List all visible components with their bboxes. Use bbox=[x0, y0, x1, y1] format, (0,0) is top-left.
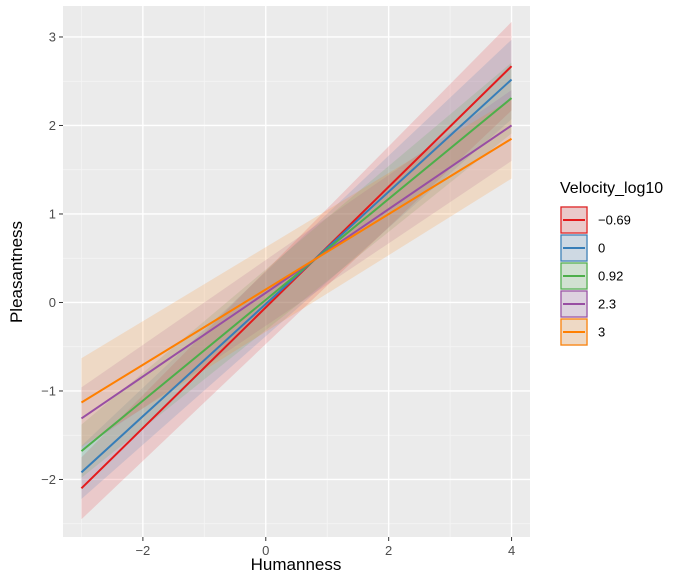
axis-ticks bbox=[59, 36, 513, 541]
y-tick-label: 1 bbox=[49, 206, 56, 221]
y-tick-label: 2 bbox=[49, 118, 56, 133]
axis-tick-labels: −2 0 2 4 −2 −1 0 1 2 3 bbox=[41, 29, 515, 558]
y-axis-title: Pleasantness bbox=[7, 221, 26, 323]
y-tick-label: −1 bbox=[41, 383, 56, 398]
series-line bbox=[80, 78, 513, 474]
legend-label: 0 bbox=[598, 241, 605, 256]
x-tick-label: 4 bbox=[508, 543, 515, 558]
y-tick-label: 0 bbox=[49, 295, 56, 310]
x-tick-label: 0 bbox=[262, 543, 269, 558]
grid-minor bbox=[63, 6, 530, 537]
legend-label: −0.69 bbox=[598, 213, 631, 228]
y-tick-label: 3 bbox=[49, 29, 56, 44]
legend-label: 2.3 bbox=[598, 297, 616, 312]
series-line bbox=[80, 97, 513, 452]
y-tick-label: −2 bbox=[41, 472, 56, 487]
series-lines bbox=[80, 65, 513, 490]
legend-label: 0.92 bbox=[598, 269, 623, 284]
legend-label: 3 bbox=[598, 325, 605, 340]
x-tick-label: 2 bbox=[385, 543, 392, 558]
legend-title: Velocity_log10 bbox=[560, 180, 663, 197]
x-axis-title: Humanness bbox=[251, 555, 342, 574]
series-line bbox=[80, 137, 513, 404]
legend: Velocity_log10 −0.69 0 0.92 2.3 3 bbox=[560, 180, 663, 346]
series-line bbox=[80, 124, 513, 420]
x-tick-label: −2 bbox=[135, 543, 150, 558]
